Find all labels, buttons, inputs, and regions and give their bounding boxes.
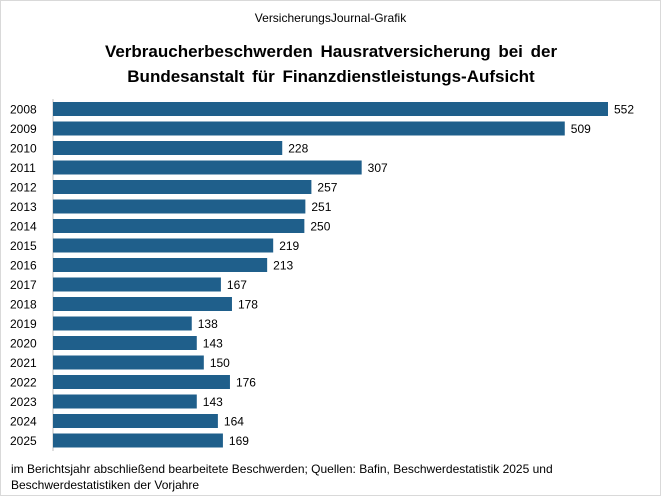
bar-2022 [53,375,230,389]
bar-2010 [53,141,283,155]
data-label: 257 [317,181,337,195]
bar-2018 [53,297,232,311]
y-tick-label: 2008 [10,103,37,117]
y-tick-label: 2012 [10,181,37,195]
data-label: 138 [198,317,218,331]
bar-2021 [53,355,204,370]
bar-2019 [53,316,192,331]
bar-2009 [53,121,565,136]
y-tick-label: 2018 [10,298,37,312]
y-tick-label: 2024 [10,415,37,429]
y-tick-label: 2009 [10,122,37,136]
chart-title-line-1: Verbraucherbeschwerden Hausratversicheru… [104,42,558,61]
y-tick-label: 2017 [10,278,37,292]
data-label: 167 [227,278,247,292]
y-tick-label: 2010 [10,142,37,156]
data-label: 219 [279,239,299,253]
footnote: im Berichtsjahr abschließend bearbeitete… [11,462,553,492]
bar-2024 [53,414,218,428]
bar-2020 [53,336,197,350]
data-label: 552 [614,103,634,117]
data-label: 178 [238,298,258,312]
chart-title: Verbraucherbeschwerden Hausratversicheru… [41,39,621,89]
data-label: 509 [571,122,591,136]
y-tick-label: 2023 [10,395,37,409]
bar-2011 [53,160,362,175]
data-label: 150 [210,356,230,370]
chart-title-line-2: Bundesanstalt für Finanzdienstleistungs-… [127,67,535,86]
y-tick-label: 2022 [10,376,37,390]
y-tick-label: 2011 [10,161,36,175]
bar-2023 [53,394,197,409]
y-tick-label: 2014 [10,220,37,234]
data-label: 176 [236,376,256,390]
source-line: VersicherungsJournal-Grafik [254,11,407,25]
data-label: 143 [203,337,223,351]
bar-2008 [53,102,608,116]
bar-2014 [53,219,305,233]
data-label: 164 [224,415,244,429]
y-tick-label: 2021 [10,356,37,370]
bar-2013 [53,199,306,214]
data-label: 251 [311,200,331,214]
bar-2012 [53,180,312,194]
y-tick-label: 2013 [10,200,37,214]
y-tick-label: 2020 [10,337,37,351]
bar-2015 [53,238,274,253]
y-tick-label: 2015 [10,239,37,253]
bar-2016 [53,258,268,272]
y-tick-label: 2025 [10,434,37,448]
data-label: 307 [368,161,388,175]
bar-2017 [53,277,221,292]
data-label: 143 [203,395,223,409]
data-label: 228 [288,142,308,156]
data-label: 250 [310,220,330,234]
data-label: 169 [229,434,249,448]
bar-2025 [53,433,223,448]
y-tick-label: 2019 [10,317,37,331]
data-label: 213 [273,259,293,273]
y-tick-label: 2016 [10,259,37,273]
